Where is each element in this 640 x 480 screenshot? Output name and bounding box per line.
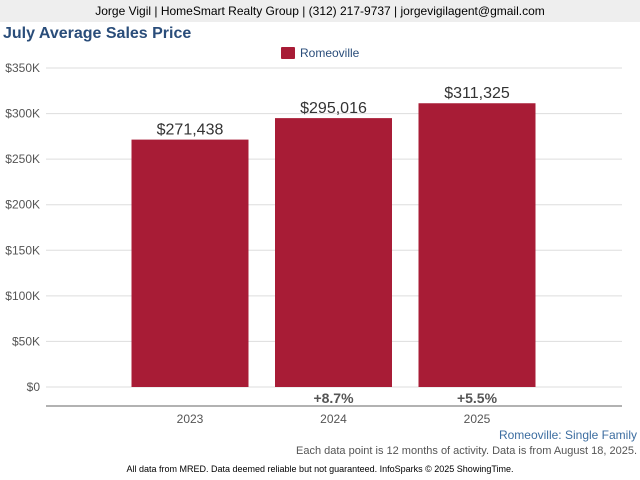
legend-label-romeoville: Romeoville [300,46,360,60]
data-label: $271,438 [157,122,224,139]
bar-2023 [131,139,249,387]
bar-2024 [275,118,392,388]
y-tick-label: $300K [5,107,40,121]
legend-swatch-romeoville [281,47,295,59]
y-tick-label: $350K [5,61,40,75]
bar-2025 [418,103,536,387]
disclaimer: All data from MRED. Data deemed reliable… [126,464,514,474]
chart-title: July Average Sales Price [3,25,192,42]
data-label: $311,325 [444,85,510,102]
agent-contact-bar: Jorge Vigil | HomeSmart Realty Group | (… [0,0,640,22]
y-tick-label: $200K [5,198,40,212]
y-tick-label: $100K [5,289,40,303]
x-tick-label: 2024 [320,412,347,426]
y-tick-label: $250K [5,152,40,166]
y-tick-label: $0 [27,380,41,394]
y-tick-label: $50K [12,334,40,348]
y-tick-label: $150K [5,243,40,257]
x-tick-label: 2025 [464,412,491,426]
data-label: $295,016 [300,100,367,117]
change-label: +5.5% [457,390,498,406]
legend[interactable]: Romeoville [281,45,359,61]
chart-subtitle: Romeoville: Single Family [498,428,637,442]
data-note: Each data point is 12 months of activity… [296,445,637,457]
change-label: +8.7% [313,390,354,406]
x-tick-label: 2023 [177,412,204,426]
